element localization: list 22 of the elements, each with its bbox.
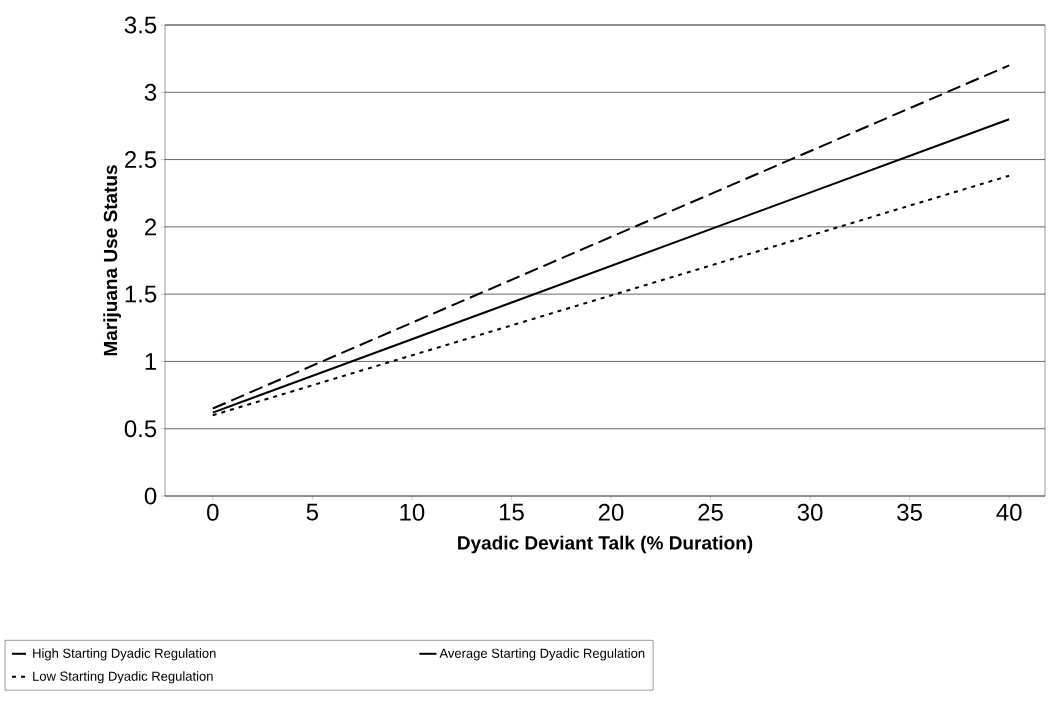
- x-tick-label: 10: [400, 503, 425, 521]
- x-tick-label: 25: [698, 503, 723, 521]
- y-tick-label: 2.5: [125, 151, 157, 169]
- legend-label: Low Starting Dyadic Regulation: [33, 671, 213, 684]
- y-tick-label: 1.5: [125, 285, 157, 303]
- y-tick-label: 0.5: [124, 420, 157, 438]
- x-tick-label: 30: [797, 503, 823, 521]
- x-tick-label: 35: [897, 503, 922, 521]
- y-tick-label: 3.5: [124, 16, 157, 34]
- x-tick-label: 5: [306, 503, 318, 521]
- y-tick-label: 0: [144, 487, 157, 505]
- y-tick-label: 1: [145, 353, 157, 370]
- y-tick-label: 2: [145, 218, 156, 236]
- y-axis-title: Marijuana Use Status: [103, 165, 121, 356]
- x-axis-title: Dyadic Deviant Talk (% Duration): [458, 535, 753, 554]
- x-tick-label: 0: [207, 503, 219, 521]
- x-tick-label: 20: [598, 503, 624, 521]
- y-tick-label: 3: [144, 83, 157, 101]
- x-tick-label: 15: [499, 503, 524, 521]
- legend-label: High Starting Dyadic Regulation: [33, 648, 216, 661]
- x-tick-label: 40: [996, 503, 1022, 521]
- legend-label: Average Starting Dyadic Regulation: [439, 648, 645, 661]
